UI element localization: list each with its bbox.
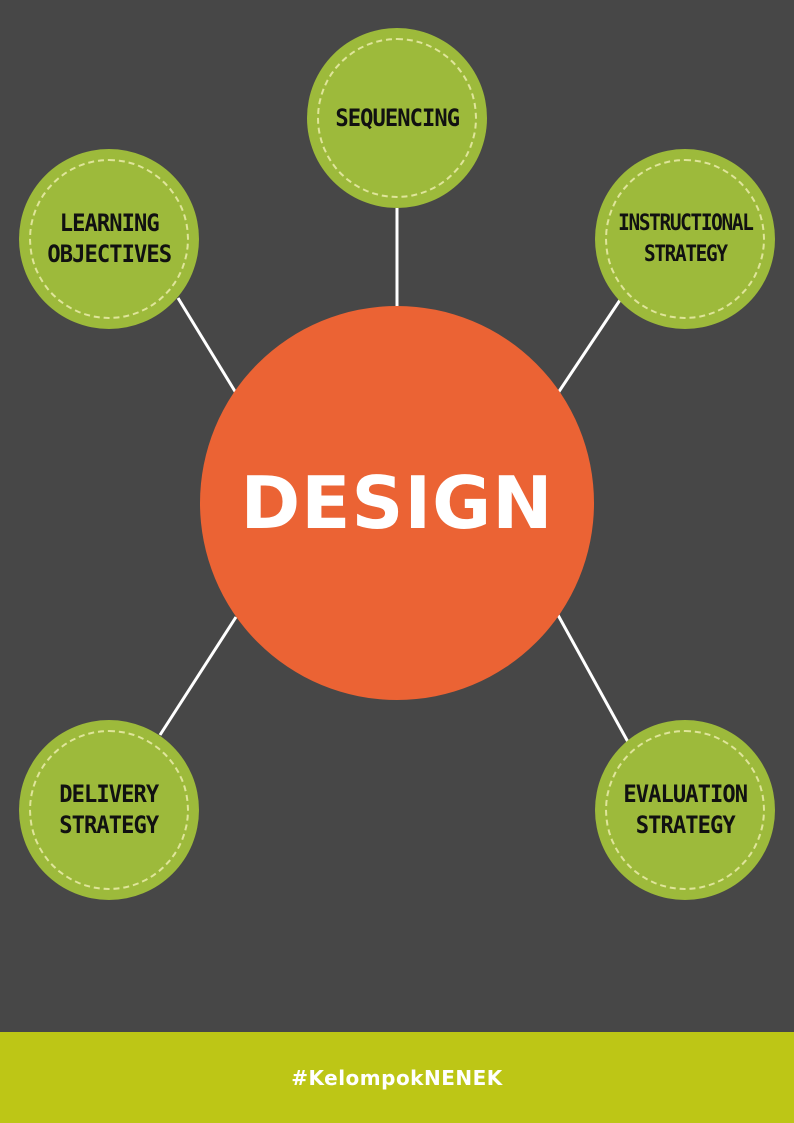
node-label-evaluation-strategy: EVALUATION STRATEGY	[623, 780, 748, 839]
node-learning-objectives: LEARNING OBJECTIVES	[19, 149, 199, 329]
node-sequencing: SEQUENCING	[307, 28, 487, 208]
center-label: DESIGN	[240, 461, 554, 545]
connector-learning-objectives	[176, 297, 238, 394]
node-dashed-ring	[29, 159, 189, 319]
node-label-sequencing: SEQUENCING	[335, 103, 460, 132]
connector-instructional-strategy	[556, 299, 622, 394]
center-node-design: DESIGN	[200, 306, 594, 700]
diagram-canvas: DESIGN SEQUENCING LEARNING OBJECTIVES IN…	[19, 28, 775, 900]
node-label-delivery-strategy: DELIVERY STRATEGY	[59, 780, 160, 839]
node-dashed-ring	[317, 38, 477, 198]
node-instructional-strategy: INSTRUCTIONAL STRATEGY	[595, 149, 775, 329]
connector-evaluation-strategy	[556, 614, 630, 743]
connector-lines	[158, 208, 630, 743]
footer-hashtag: #KelompokNENEK	[291, 1065, 503, 1090]
node-delivery-strategy: DELIVERY STRATEGY	[19, 720, 199, 900]
node-dashed-ring	[29, 730, 189, 890]
node-label-instructional-strategy: INSTRUCTIONAL STRATEGY	[617, 211, 754, 267]
node-dashed-ring	[605, 730, 765, 890]
node-label-learning-objectives: LEARNING OBJECTIVES	[47, 209, 172, 268]
node-dashed-ring	[605, 159, 765, 319]
connector-delivery-strategy	[158, 616, 238, 736]
footer-bar: #KelompokNENEK	[0, 1032, 794, 1123]
node-evaluation-strategy: EVALUATION STRATEGY	[595, 720, 775, 900]
